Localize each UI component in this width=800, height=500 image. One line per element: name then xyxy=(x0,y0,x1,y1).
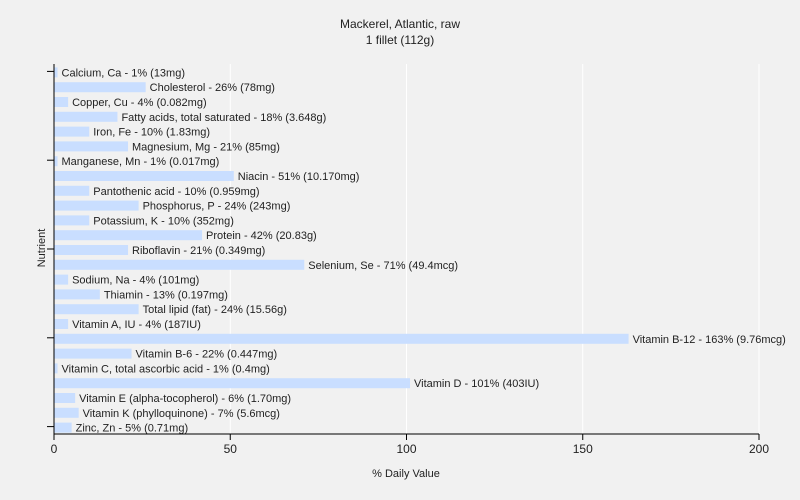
bar xyxy=(54,185,90,196)
bar xyxy=(54,141,129,152)
bar-label: Selenium, Se - 71% (49.4mcg) xyxy=(308,260,458,272)
bar xyxy=(54,156,58,167)
x-tick-label: 150 xyxy=(573,442,593,456)
bar xyxy=(54,289,100,300)
bar xyxy=(54,378,411,389)
bar xyxy=(54,274,69,285)
bar xyxy=(54,230,203,241)
bar xyxy=(54,333,629,344)
bar xyxy=(54,200,139,211)
bar xyxy=(54,126,90,137)
bar xyxy=(54,407,79,418)
bar-label: Phosphorus, P - 24% (243mg) xyxy=(143,201,291,213)
bar xyxy=(54,245,129,255)
bar xyxy=(54,67,58,78)
bar-label: Pantothenic acid - 10% (0.959mg) xyxy=(93,186,259,198)
bar-label: Calcium, Ca - 1% (13mg) xyxy=(62,67,185,79)
bar-label: Potassium, K - 10% (352mg) xyxy=(93,215,234,227)
chart-title: Mackerel, Atlantic, raw xyxy=(340,17,460,31)
bar xyxy=(54,259,305,270)
bar xyxy=(54,171,234,181)
bar-label: Protein - 42% (20.83g) xyxy=(206,230,317,242)
bar-label: Vitamin A, IU - 4% (187IU) xyxy=(72,319,201,331)
bar-label: Thiamin - 13% (0.197mg) xyxy=(104,289,228,301)
bar-label: Sodium, Na - 4% (101mg) xyxy=(72,275,199,287)
bar-label: Cholesterol - 26% (78mg) xyxy=(150,82,275,94)
bar xyxy=(54,82,146,93)
bar xyxy=(54,348,132,359)
x-tick-label: 200 xyxy=(749,442,769,456)
y-axis-label: Nutrient xyxy=(36,229,48,268)
bar-label: Copper, Cu - 4% (0.082mg) xyxy=(72,97,207,109)
bar xyxy=(54,363,58,374)
chart-subtitle: 1 fillet (112g) xyxy=(366,33,434,47)
x-tick-label: 50 xyxy=(224,442,238,456)
bar-label: Vitamin B-6 - 22% (0.447mg) xyxy=(136,349,278,361)
bar-label: Vitamin K (phylloquinone) - 7% (5.6mcg) xyxy=(83,408,280,420)
bar-label: Fatty acids, total saturated - 18% (3.64… xyxy=(121,112,326,124)
bars: Calcium, Ca - 1% (13mg) Cholesterol - 26%… xyxy=(54,67,786,435)
bar xyxy=(54,97,69,107)
bar xyxy=(54,215,90,226)
x-axis-label: % Daily Value xyxy=(372,468,440,480)
bar-label: Magnesium, Mg - 21% (85mg) xyxy=(132,141,280,153)
bar-label: Vitamin B-12 - 163% (9.76mcg) xyxy=(633,334,786,346)
bar-label: Niacin - 51% (10.170mg) xyxy=(238,171,360,183)
x-tick-label: 0 xyxy=(51,442,58,456)
bar-label: Vitamin C, total ascorbic acid - 1% (0.4… xyxy=(62,363,270,375)
bar xyxy=(54,319,69,329)
bar-label: Zinc, Zn - 5% (0.71mg) xyxy=(76,423,188,435)
bar xyxy=(54,393,76,403)
bar xyxy=(54,111,118,122)
axes: 0 50 100 150 200 xyxy=(47,64,769,456)
bar xyxy=(54,304,139,315)
bar-label: Riboflavin - 21% (0.349mg) xyxy=(132,245,265,257)
bar xyxy=(54,422,72,433)
bar-label: Vitamin D - 101% (403IU) xyxy=(414,378,539,390)
bar-label: Total lipid (fat) - 24% (15.56g) xyxy=(143,304,287,316)
bar-label: Manganese, Mn - 1% (0.017mg) xyxy=(62,156,220,168)
x-tick-label: 100 xyxy=(396,442,416,456)
bar-label: Iron, Fe - 10% (1.83mg) xyxy=(93,127,210,139)
bar-label: Vitamin E (alpha-tocopherol) - 6% (1.70m… xyxy=(79,393,291,405)
